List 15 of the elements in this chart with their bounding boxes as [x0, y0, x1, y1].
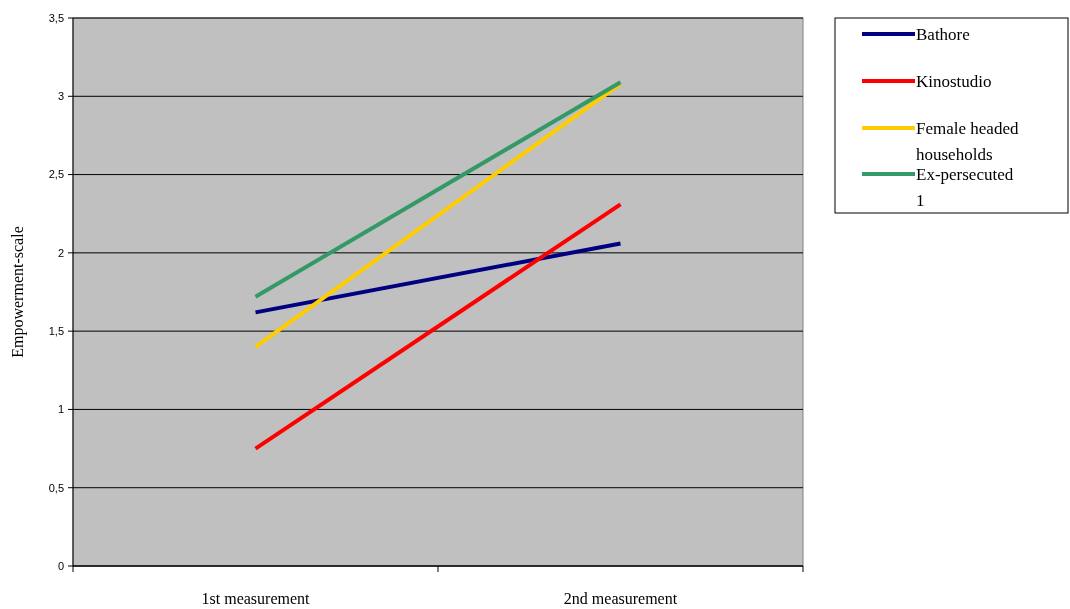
- legend-label: Kinostudio: [916, 71, 992, 91]
- y-tick-label: 0,5: [48, 481, 64, 494]
- legend-label: Ex-persecuted 1: [916, 164, 1014, 210]
- y-tick-label: 3: [57, 90, 64, 103]
- y-axis-title: Empowerment-scale: [9, 226, 27, 358]
- y-tick-label: 3,5: [48, 11, 64, 24]
- y-tick-label: 2,5: [48, 168, 64, 181]
- y-tick-label: 0: [57, 559, 64, 572]
- y-tick-label: 1,5: [48, 324, 64, 337]
- legend-label: Female headed households: [916, 118, 1019, 164]
- y-tick-label: 2: [57, 246, 64, 259]
- x-tick-label: 1st measurement: [201, 590, 311, 607]
- legend-label: Bathore: [916, 24, 970, 44]
- x-tick-label: 2nd measurement: [563, 590, 678, 607]
- y-tick-label: 1: [57, 403, 64, 416]
